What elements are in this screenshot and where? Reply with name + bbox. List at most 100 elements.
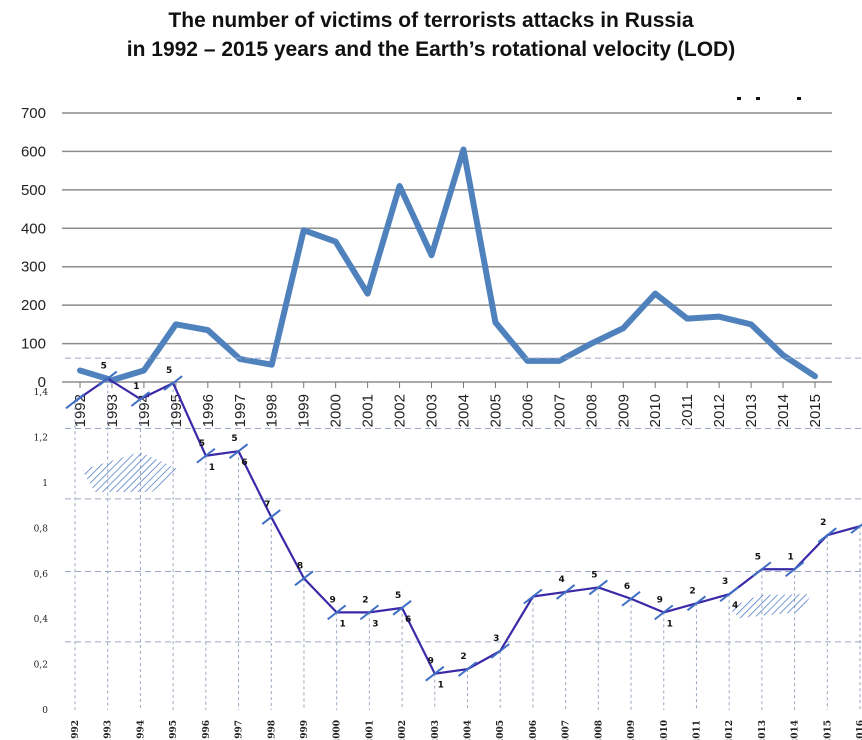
y-tick-label: 0,8 xyxy=(34,524,49,534)
point-label: 5 xyxy=(231,434,237,444)
point-label: 5 xyxy=(101,362,107,372)
point-label: 7 xyxy=(264,500,270,510)
lod-series xyxy=(65,370,862,682)
x-tick-label: 1998 xyxy=(264,394,281,427)
x-tick-label: 2000 xyxy=(333,720,343,740)
y-tick-label: 100 xyxy=(21,336,46,353)
x-tick-label: 2005 xyxy=(487,394,504,427)
point-label: 6 xyxy=(405,615,411,625)
x-tick-label: 2012 xyxy=(711,394,728,427)
x-tick-label: 1995 xyxy=(169,720,179,740)
x-tick-label: 2015 xyxy=(807,394,824,427)
x-tick-label: 2001 xyxy=(365,720,375,740)
x-tick-label: 2010 xyxy=(647,394,664,427)
y-tick-label: 0,2 xyxy=(34,661,48,671)
point-tick-mark xyxy=(359,604,379,621)
y-tick-label: 400 xyxy=(21,220,46,237)
lod-x-axis: 1992 1993 1994 1995 1996 1997 1998 1999 2000 2001… xyxy=(71,720,862,740)
point-tick-mark xyxy=(228,443,249,460)
y-tick-label: 700 xyxy=(21,105,46,122)
x-tick-label: 2008 xyxy=(583,394,600,427)
x-tick-label: 1993 xyxy=(104,720,114,740)
legend-dash xyxy=(797,97,801,100)
y-tick-label: 1,4 xyxy=(34,388,49,398)
point-label: 4 xyxy=(558,575,564,585)
point-label: 3 xyxy=(372,619,378,629)
x-tick-label: 2009 xyxy=(627,720,637,740)
point-label: 9 xyxy=(657,595,663,605)
y-tick-label: 0,4 xyxy=(34,615,49,625)
point-label: 1 xyxy=(667,619,673,629)
chart-title: The number of victims of terrorists atta… xyxy=(0,6,862,64)
x-tick-label: 2013 xyxy=(743,394,760,427)
x-tick-label: 2012 xyxy=(725,720,735,740)
x-tick-label: 2009 xyxy=(615,394,632,427)
victims-series-line xyxy=(77,146,818,384)
x-tick-label: 2002 xyxy=(398,720,408,740)
point-label: 9 xyxy=(428,657,434,667)
lod-series-line xyxy=(74,377,861,675)
point-tick-mark xyxy=(523,588,543,605)
y-tick-label: 0,6 xyxy=(34,570,49,580)
victims-gridlines xyxy=(62,112,832,383)
chart-title-line-1: The number of victims of terrorists atta… xyxy=(168,9,694,32)
y-tick-label: 0 xyxy=(42,706,48,716)
legend-dashes xyxy=(737,97,801,100)
point-tick-mark xyxy=(425,665,445,682)
x-tick-label: 1996 xyxy=(200,394,217,427)
point-label: 4 xyxy=(732,601,738,611)
x-tick-label: 1992 xyxy=(71,720,81,740)
point-tick-mark xyxy=(556,584,576,600)
x-tick-label: 2003 xyxy=(424,394,441,427)
point-label: 2 xyxy=(689,586,695,596)
point-label: 1 xyxy=(787,552,793,562)
point-tick-mark xyxy=(196,447,216,464)
point-label: 8 xyxy=(297,561,303,571)
point-tick-mark xyxy=(294,570,314,587)
x-tick-label: 2004 xyxy=(455,394,472,427)
x-tick-label: 1999 xyxy=(296,394,313,427)
point-label: 5 xyxy=(755,552,761,562)
point-tick-mark xyxy=(850,523,862,534)
x-tick-label: 2006 xyxy=(529,720,539,740)
x-tick-label: 2006 xyxy=(519,394,536,427)
x-tick-label: 1992 xyxy=(72,394,89,427)
x-tick-label: 2014 xyxy=(791,720,801,740)
y-tick-label: 0 xyxy=(38,374,46,391)
x-tick-label: 2011 xyxy=(679,394,696,426)
point-label: 5 xyxy=(166,366,172,376)
point-tick-mark xyxy=(98,370,118,387)
y-tick-label: 300 xyxy=(21,259,46,276)
point-label: 1 xyxy=(438,681,444,691)
point-tick-mark xyxy=(784,561,805,578)
point-label: 3 xyxy=(722,577,728,587)
x-tick-label: 2007 xyxy=(551,394,568,427)
point-label: 6 xyxy=(624,582,630,592)
x-tick-label: 2004 xyxy=(464,720,474,740)
x-tick-label: 2008 xyxy=(594,720,604,740)
x-tick-label: 1996 xyxy=(202,720,212,740)
y-tick-label: 200 xyxy=(21,297,46,314)
x-tick-label: 1997 xyxy=(235,720,245,740)
point-label: 9 xyxy=(330,595,336,605)
x-tick-label: 1994 xyxy=(136,720,146,740)
point-label: 5 xyxy=(199,439,205,449)
point-tick-mark xyxy=(327,604,347,621)
point-tick-mark xyxy=(392,600,412,616)
point-label: 3 xyxy=(493,634,499,644)
x-tick-label: 2016 xyxy=(856,720,862,740)
point-tick-mark xyxy=(163,375,183,391)
x-tick-label: 1993 xyxy=(104,394,121,427)
y-tick-label: 500 xyxy=(21,182,46,199)
point-tick-mark xyxy=(457,661,478,677)
point-tick-mark xyxy=(686,595,707,612)
hatched-region xyxy=(728,594,812,618)
x-tick-label: 1999 xyxy=(300,720,310,740)
victims-y-axis: 0 100 200 300 400 500 600 700 xyxy=(21,105,46,391)
point-tick-mark xyxy=(261,509,281,525)
x-tick-label: 2011 xyxy=(692,720,702,740)
x-tick-label: 1997 xyxy=(232,394,249,427)
point-tick-mark xyxy=(588,579,608,596)
point-label: 1 xyxy=(340,619,346,629)
